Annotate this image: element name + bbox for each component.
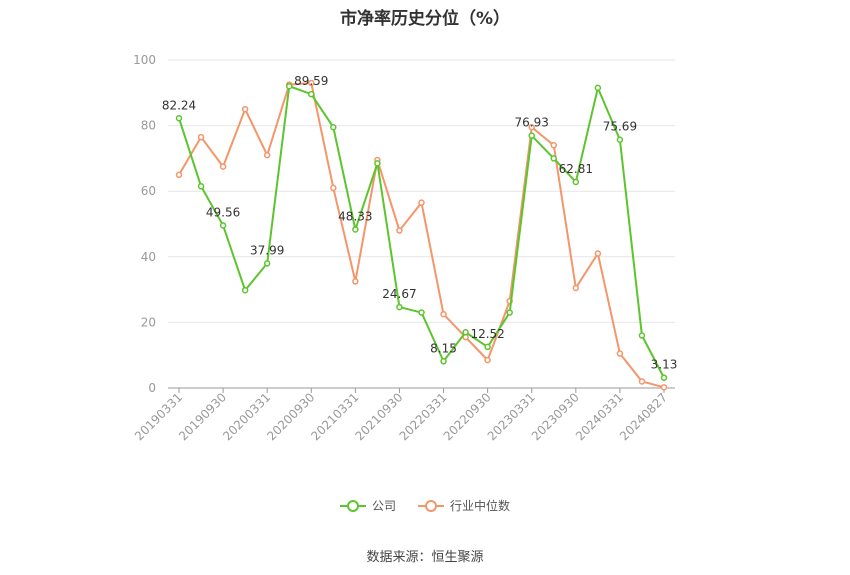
data-point [197, 133, 205, 141]
y-tick-label: 100 [133, 53, 156, 67]
y-axis: 0 20 40 60 80 100 [133, 53, 156, 395]
data-point [219, 222, 227, 229]
data-point [330, 123, 337, 131]
data-point [660, 374, 668, 381]
data-point [175, 115, 183, 122]
data-point [528, 132, 535, 139]
data-label: 82.24 [162, 98, 196, 112]
data-point [308, 90, 315, 98]
data-labels: 82.24 49.56 37.99 89.59 48.33 24.67 8.15 12.52 7… [162, 74, 678, 372]
data-label: 24.67 [382, 287, 416, 301]
y-tick-label: 0 [148, 381, 156, 395]
series-line-1 [178, 81, 665, 389]
data-label: 37.99 [250, 243, 284, 257]
data-point [440, 310, 447, 318]
data-point [638, 332, 646, 339]
data-point [550, 155, 558, 162]
series-line-0 [178, 85, 665, 379]
chart-title: 市净率历史分位（%） [339, 9, 511, 29]
data-point [330, 184, 337, 192]
line-chart: 0 20 40 60 80 100 201903312019093020200331202… [132, 53, 678, 443]
data-point [396, 227, 403, 234]
data-point [418, 199, 425, 206]
data-point [572, 284, 580, 292]
data-point [175, 171, 183, 179]
data-label: 62.81 [559, 162, 593, 176]
data-label: 12.52 [470, 327, 504, 341]
data-point [594, 84, 602, 92]
data-point [660, 384, 668, 391]
series [175, 79, 668, 391]
data-point [352, 278, 359, 285]
legend-item-0[interactable]: 公司 [339, 497, 396, 514]
data-point [528, 123, 535, 131]
y-tick-label: 40 [141, 250, 156, 264]
data-point [418, 309, 425, 316]
data-point [440, 358, 447, 365]
legend-label: 公司 [371, 499, 396, 513]
data-point [241, 105, 249, 113]
y-tick-label: 20 [141, 315, 156, 329]
data-point [352, 226, 359, 233]
data-point [197, 183, 205, 190]
data-point [550, 142, 558, 149]
legend-label: 行业中位数 [450, 499, 511, 513]
data-label: 89.59 [294, 74, 328, 88]
data-label: 76.93 [515, 116, 549, 130]
data-point [484, 343, 491, 351]
data-point [594, 250, 602, 257]
data-point [484, 356, 491, 364]
data-point [374, 160, 381, 167]
legend-item-1[interactable]: 行业中位数 [418, 497, 510, 514]
grid-lines [168, 59, 675, 389]
legend-swatch [418, 499, 444, 513]
data-point [572, 178, 580, 186]
legend: 公司 行业中位数 [0, 497, 850, 514]
x-tick-label: 20240827 [617, 390, 670, 443]
data-point [462, 328, 469, 336]
data-point [241, 287, 249, 294]
data-source: 数据来源：恒生聚源 [366, 550, 484, 565]
y-tick-label: 60 [141, 184, 156, 198]
y-tick-label: 80 [141, 119, 156, 133]
data-point [219, 163, 227, 170]
data-point [308, 79, 315, 87]
data-point [638, 378, 646, 385]
data-label: 8.15 [430, 341, 457, 355]
data-label: 75.69 [603, 120, 637, 134]
data-point [616, 350, 624, 357]
data-label: 48.33 [338, 209, 372, 223]
data-point [506, 309, 513, 316]
data-point [263, 151, 271, 159]
data-point [285, 82, 293, 90]
x-axis: 2019033120190930202003312020093020210331… [132, 388, 670, 443]
data-label: 49.56 [206, 205, 240, 219]
data-point [263, 260, 271, 267]
data-label: 3.13 [651, 358, 678, 372]
data-point [396, 303, 403, 311]
data-point [616, 136, 624, 143]
legend-swatch [339, 499, 366, 513]
